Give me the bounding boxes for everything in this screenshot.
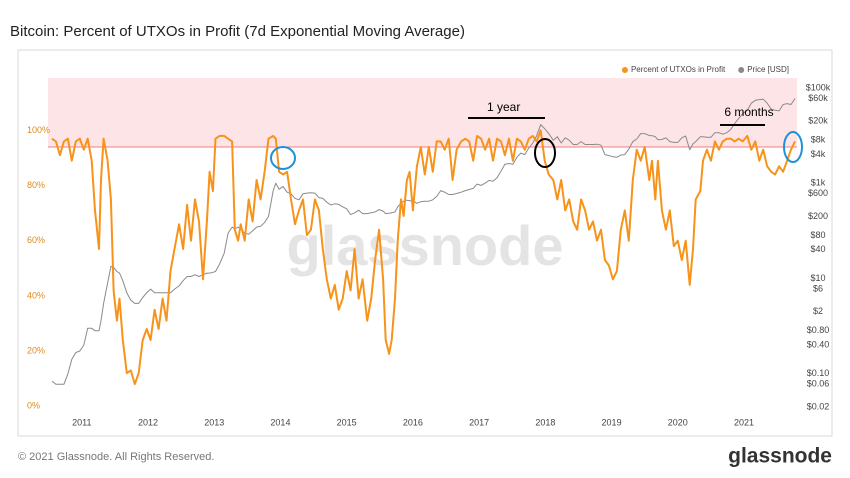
y2-tick-label: $40	[810, 244, 825, 254]
x-tick-label: 2021	[734, 417, 754, 427]
x-tick-label: 2020	[668, 417, 688, 427]
x-tick-label: 2015	[337, 417, 357, 427]
highlight-circle	[270, 146, 296, 170]
y2-tick-label: $0.02	[807, 401, 830, 411]
y2-tick-label: $100k	[806, 82, 831, 92]
x-tick-label: 2017	[469, 417, 489, 427]
y2-tick-label: $0.80	[807, 325, 830, 335]
y2-tick-label: $200	[808, 211, 828, 221]
band-layer	[48, 78, 797, 148]
y-tick-label: 80%	[27, 180, 45, 190]
y-tick-label: 40%	[27, 290, 45, 300]
x-tick-label: 2013	[204, 417, 224, 427]
x-tick-label: 2018	[535, 417, 555, 427]
y2-tick-label: $10	[810, 273, 825, 283]
y-tick-label: 100%	[27, 125, 50, 135]
y2-tick-label: $600	[808, 188, 828, 198]
legend-marker	[621, 67, 628, 73]
y2-tick-label: $0.40	[807, 339, 830, 349]
highlight-circle	[534, 138, 556, 168]
x-tick-label: 2012	[138, 417, 158, 427]
y2-tick-label: $4k	[811, 149, 826, 159]
y2-tick-label: $0.10	[807, 368, 830, 378]
legend-label: Percent of UTXOs in Profit	[631, 65, 726, 74]
x-tick-label: 2014	[270, 417, 290, 427]
plot-layer	[51, 98, 796, 386]
y2-tick-label: $8k	[811, 135, 826, 145]
y2-tick-label: $60k	[808, 93, 828, 103]
y-tick-label: 0%	[27, 401, 40, 411]
legend-label: Price [USD]	[747, 65, 789, 74]
highlight-circle	[783, 131, 803, 163]
chart-title: Bitcoin: Percent of UTXOs in Profit (7d …	[10, 23, 465, 40]
watermark: glassnode	[287, 214, 564, 277]
y-tick-label: 60%	[27, 235, 45, 245]
series-line	[51, 129, 796, 386]
y-tick-label: 20%	[27, 345, 45, 355]
annotation-layer: 1 year 6 months	[270, 100, 803, 170]
x-tick-label: 2011	[72, 417, 91, 427]
y2-tick-label: $0.06	[807, 379, 830, 389]
chart-frame	[17, 49, 833, 437]
x-tick-label: 2016	[403, 417, 423, 427]
legend-marker	[738, 67, 745, 73]
annotation: 1 year	[487, 100, 520, 114]
y2-tick-label: $6	[813, 283, 823, 293]
annotation: 6 months	[724, 105, 773, 119]
footer: © 2021 Glassnode. All Rights Reserved.	[18, 451, 214, 463]
x-tick-label: 2019	[602, 417, 622, 427]
highlight-band	[48, 78, 797, 147]
brand-logo: glassnode	[728, 445, 832, 468]
y2-tick-label: $1k	[811, 178, 826, 188]
y2-tick-label: $2	[813, 306, 823, 316]
y2-tick-label: $20k	[808, 116, 828, 126]
y2-tick-label: $80	[810, 230, 825, 240]
